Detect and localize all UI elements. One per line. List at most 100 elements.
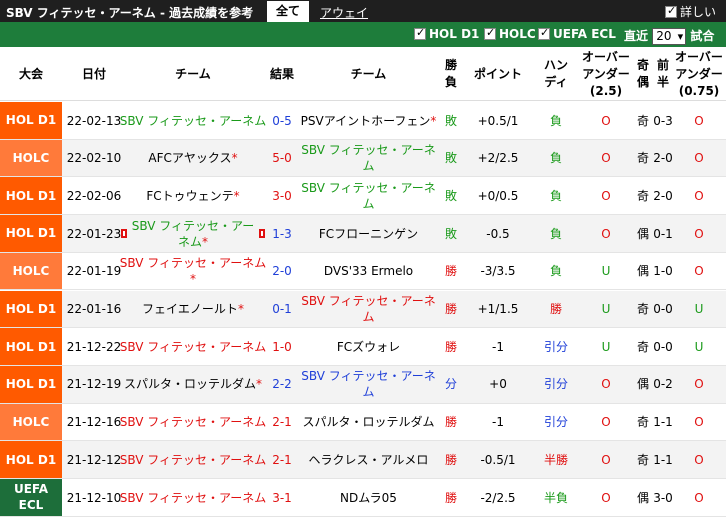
- match-date: 22-01-19: [62, 253, 126, 290]
- league-badge: HOL D1: [0, 441, 62, 478]
- red-card-icon: [121, 229, 128, 239]
- tab-away[interactable]: アウェイ: [320, 6, 369, 20]
- match-score: 0-5: [266, 102, 298, 139]
- uefa-ecl-checkbox[interactable]: [538, 26, 550, 40]
- away-team-name[interactable]: スパルタ・ロッテルダム: [302, 415, 435, 430]
- handicap-result: 引分: [534, 404, 578, 441]
- home-team: FCトゥウェンテ*: [118, 177, 268, 214]
- hol-d1-checkbox[interactable]: [414, 26, 426, 40]
- home-team: SBV フィテッセ・アーネム*: [118, 253, 268, 290]
- away-team-name[interactable]: DVS'33 Ermelo: [323, 264, 414, 279]
- home-team: AFCアヤックス*: [118, 140, 268, 177]
- match-result: 勝: [440, 404, 462, 441]
- handicap-points-text: -2/2.5: [480, 490, 516, 505]
- recent-select[interactable]: 20: [652, 28, 687, 45]
- away-team-name[interactable]: FCズウォレ: [336, 339, 401, 354]
- match-score-text: 1-0: [272, 339, 292, 354]
- holc-checkbox[interactable]: [484, 26, 496, 40]
- handicap-result-text: 負: [549, 188, 562, 203]
- match-date: 21-12-10: [62, 479, 126, 516]
- red-card-icon: [258, 229, 265, 239]
- filter-holc[interactable]: HOLC: [484, 26, 536, 41]
- home-team-name[interactable]: SBV フィテッセ・アーネム: [119, 415, 267, 430]
- home-team-name[interactable]: SBV フィテッセ・アーネム: [119, 113, 267, 128]
- odd-even: 偶: [634, 366, 652, 403]
- league-badge-text: HOL D1: [5, 113, 57, 128]
- odd-even-text: 偶: [636, 264, 649, 279]
- filter-uefa-ecl[interactable]: UEFA ECL: [538, 26, 616, 41]
- home-team-name[interactable]: AFCアヤックス*: [148, 151, 238, 166]
- league-badge: HOL D1: [0, 177, 62, 215]
- handicap-points: +0.5/1: [462, 102, 534, 139]
- over-under-text: O: [601, 151, 611, 166]
- match-date: 22-02-06: [62, 177, 126, 214]
- home-team-name[interactable]: フェイエノールト*: [142, 302, 244, 316]
- over-under-text: O: [601, 226, 611, 241]
- table-row[interactable]: HOL D1 22-01-23 SBV フィテッセ・アーネム* 1-3 FCフローニンゲ…: [0, 215, 726, 253]
- away-team-name[interactable]: PSVアイントホーフェン*: [300, 113, 437, 128]
- over-under: O: [578, 366, 634, 403]
- table-row[interactable]: HOLC 22-01-19 SBV フィテッセ・アーネム* 2-0 DVS'33 Erm…: [0, 252, 726, 291]
- match-date-text: 21-12-12: [66, 452, 122, 467]
- half-time-score: 0-1: [652, 215, 674, 252]
- table-row[interactable]: HOL D1 22-02-13 SBV フィテッセ・アーネム 0-5 PSVアイントホー…: [0, 102, 726, 140]
- away-team-name[interactable]: NDムラ05: [340, 490, 397, 505]
- match-score-text: 0-1: [272, 302, 292, 316]
- table-row[interactable]: HOL D1 21-12-19 スパルタ・ロッテルダム* 2-2 SBV フィテッセ・ア…: [0, 365, 726, 404]
- over-under-075-text: O: [694, 490, 704, 505]
- league-badge: HOLC: [0, 252, 62, 290]
- home-team-name[interactable]: FCトゥウェンテ*: [146, 188, 240, 203]
- odd-even: 奇: [634, 441, 652, 478]
- detail-toggle[interactable]: 詳しい: [664, 3, 716, 20]
- match-date: 22-01-23: [62, 215, 126, 252]
- match-date: 21-12-19: [62, 366, 126, 403]
- home-team-name[interactable]: SBV フィテッセ・アーネム*: [119, 256, 267, 287]
- table-row[interactable]: UEFA ECL 21-12-10 SBV フィテッセ・アーネム 3-1 NDムラ05 勝…: [0, 479, 726, 517]
- handicap-points: -2/2.5: [462, 479, 534, 516]
- away-team-name[interactable]: SBV フィテッセ・アーネム: [301, 143, 436, 174]
- home-team-name[interactable]: SBV フィテッセ・アーネム: [119, 452, 267, 467]
- odd-even-text: 偶: [636, 377, 649, 392]
- table-row[interactable]: HOL D1 22-02-06 FCトゥウェンテ* 3-0 SBV フィテッセ・アーネム…: [0, 177, 726, 216]
- match-result: 敗: [440, 177, 462, 214]
- match-date: 21-12-12: [62, 441, 126, 478]
- home-team-name[interactable]: SBV フィテッセ・アーネム: [119, 339, 267, 354]
- home-team-name[interactable]: SBV フィテッセ・アーネム*: [131, 218, 255, 249]
- match-score-text: 2-2: [272, 377, 292, 392]
- away-team-name[interactable]: FCフローニンゲン: [318, 226, 419, 241]
- match-result-text: 敗: [444, 188, 457, 203]
- away-team: PSVアイントホーフェン*: [296, 102, 441, 139]
- match-result-text: 勝: [444, 302, 457, 316]
- over-under: U: [578, 291, 634, 328]
- table-row[interactable]: HOLC 21-12-16 SBV フィテッセ・アーネム 2-1 スパルタ・ロッテルダム…: [0, 403, 726, 442]
- tab-all[interactable]: 全て: [267, 1, 309, 22]
- half-time-score: 0-0: [652, 328, 674, 365]
- league-badge: HOLC: [0, 403, 62, 441]
- odd-even-text: 奇: [636, 151, 649, 166]
- home-team-name[interactable]: SBV フィテッセ・アーネム: [119, 490, 267, 505]
- detail-checkbox[interactable]: [664, 4, 677, 18]
- table-row[interactable]: HOL D1 22-01-16 フェイエノールト* 0-1 SBV フィテッセ・アーネム…: [0, 290, 726, 329]
- half-time-score-text: 1-0: [653, 264, 673, 279]
- table-row[interactable]: HOLC 22-02-10 AFCアヤックス* 5-0 SBV フィテッセ・アーネム敗 +…: [0, 139, 726, 178]
- away-team-name[interactable]: ヘラクレス・アルメロ: [308, 452, 429, 467]
- over-under-075: O: [672, 253, 726, 290]
- league-badge-text: HOLC: [12, 264, 50, 279]
- table-row[interactable]: HOL D1 21-12-12 SBV フィテッセ・アーネム 2-1 ヘラクレス・アルメ…: [0, 441, 726, 479]
- filter-hol-d1[interactable]: HOL D1: [414, 26, 479, 41]
- home-team-name[interactable]: スパルタ・ロッテルダム*: [123, 377, 262, 392]
- away-team-name[interactable]: SBV フィテッセ・アーネム: [301, 294, 436, 324]
- handicap-points-text: -0.5/1: [480, 452, 516, 467]
- handicap-result: 負: [534, 102, 578, 139]
- odd-even: 偶: [634, 479, 652, 516]
- table-row[interactable]: HOL D1 21-12-22 SBV フィテッセ・アーネム 1-0 FCズウォレ 勝 -1…: [0, 328, 726, 366]
- match-result: 敗: [440, 102, 462, 139]
- over-under: O: [578, 102, 634, 139]
- away-team-name[interactable]: SBV フィテッセ・アーネム: [301, 369, 436, 400]
- holc-label: HOLC: [499, 27, 536, 41]
- away-team-name[interactable]: SBV フィテッセ・アーネム: [301, 180, 436, 211]
- col-result: 勝 負: [444, 58, 457, 89]
- top-bar: SBV フィテッセ・アーネム - 過去成績を参考 全て アウェイ 詳しい: [0, 0, 726, 22]
- odd-even-text: 奇: [636, 415, 649, 430]
- away-team: SBV フィテッセ・アーネム: [296, 177, 441, 214]
